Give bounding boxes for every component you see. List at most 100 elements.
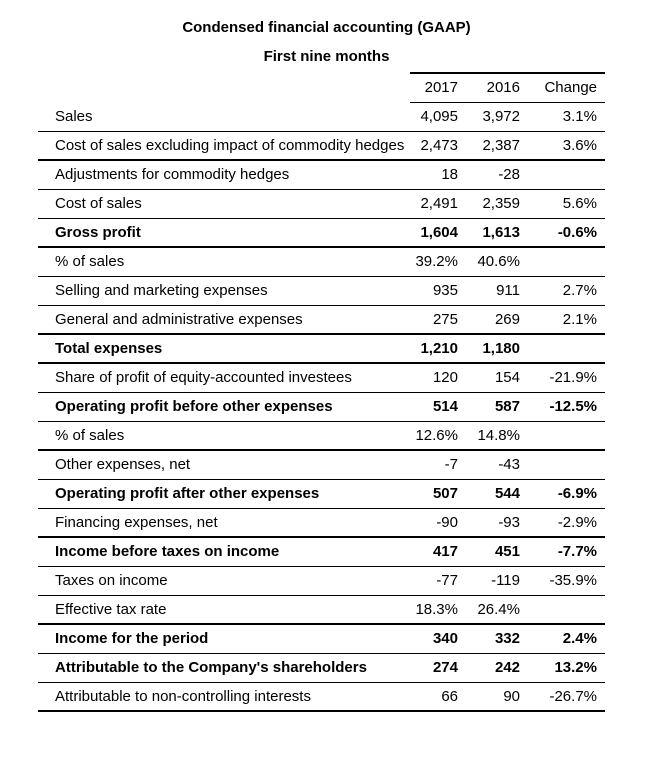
value-2016: 2,359 <box>466 189 528 219</box>
table-body: Sales 4,095 3,972 3.1% Cost of sales excludi… <box>38 102 605 712</box>
value-2016: -119 <box>466 566 528 596</box>
value-2017: -7 <box>410 450 466 480</box>
value-2017: 18 <box>410 160 466 190</box>
value-2016: 1,180 <box>466 334 528 364</box>
row-label: Total expenses <box>38 334 410 364</box>
value-change: -21.9% <box>528 363 605 393</box>
page-subtitle: First nine months <box>263 48 390 65</box>
header-row: 2017 2016 Change <box>38 72 605 103</box>
table-row: Income before taxes on income 417 451 -7.7% <box>38 537 605 567</box>
value-change: -2.9% <box>528 508 605 538</box>
table-row: % of sales 39.2% 40.6% <box>38 247 605 277</box>
financial-table: 2017 2016 Change Sales 4,095 3,972 3.1% Cost… <box>38 72 605 712</box>
value-2016: 154 <box>466 363 528 393</box>
row-label: Share of profit of equity-accounted inve… <box>38 363 410 393</box>
column-header-2017: 2017 <box>410 72 466 103</box>
value-2017: 514 <box>410 392 466 422</box>
row-label: Attributable to non-controlling interest… <box>38 682 410 712</box>
row-label: % of sales <box>38 421 410 451</box>
value-2017: 275 <box>410 305 466 335</box>
value-2017: 2,491 <box>410 189 466 219</box>
value-2016: -28 <box>466 160 528 190</box>
row-label: % of sales <box>38 247 410 277</box>
value-change: 3.1% <box>528 102 605 132</box>
row-label: Selling and marketing expenses <box>38 276 410 306</box>
value-2017: 12.6% <box>410 421 466 451</box>
row-label: Financing expenses, net <box>38 508 410 538</box>
value-2016: 2,387 <box>466 131 528 161</box>
row-label: Income before taxes on income <box>38 537 410 567</box>
value-change: -35.9% <box>528 566 605 596</box>
row-label: Operating profit after other expenses <box>38 479 410 509</box>
value-2017: -90 <box>410 508 466 538</box>
row-label: Cost of sales <box>38 189 410 219</box>
value-change: -26.7% <box>528 682 605 712</box>
value-change: 13.2% <box>528 653 605 683</box>
value-2016: -43 <box>466 450 528 480</box>
table-row: Share of profit of equity-accounted inve… <box>38 363 605 393</box>
row-label: Cost of sales excluding impact of commod… <box>38 131 410 161</box>
header-label-spacer <box>38 73 410 102</box>
table-row: Operating profit before other expenses 51… <box>38 392 605 422</box>
table-row: Effective tax rate 18.3% 26.4% <box>38 595 605 625</box>
table-row: Total expenses 1,210 1,180 <box>38 334 605 364</box>
value-2017: 935 <box>410 276 466 306</box>
value-change: -0.6% <box>528 218 605 248</box>
value-change <box>528 247 605 277</box>
value-2016: 1,613 <box>466 218 528 248</box>
table-row: Selling and marketing expenses 935 911 2.7% <box>38 276 605 306</box>
table-row: % of sales 12.6% 14.8% <box>38 421 605 451</box>
value-change <box>528 334 605 364</box>
table-row: Adjustments for commodity hedges 18 -28 <box>38 160 605 190</box>
value-2016: 269 <box>466 305 528 335</box>
row-label: Income for the period <box>38 624 410 654</box>
column-header-2016: 2016 <box>466 72 528 103</box>
row-label: Attributable to the Company's shareholde… <box>38 653 410 683</box>
row-label: Effective tax rate <box>38 595 410 625</box>
table-row: Financing expenses, net -90 -93 -2.9% <box>38 508 605 538</box>
value-2017: 66 <box>410 682 466 712</box>
value-2017: 340 <box>410 624 466 654</box>
value-2016: 40.6% <box>466 247 528 277</box>
value-2016: 451 <box>466 537 528 567</box>
row-label: Other expenses, net <box>38 450 410 480</box>
table-row: Gross profit 1,604 1,613 -0.6% <box>38 218 605 248</box>
row-label: Taxes on income <box>38 566 410 596</box>
value-change: 5.6% <box>528 189 605 219</box>
value-2016: 332 <box>466 624 528 654</box>
table-row: Attributable to non-controlling interest… <box>38 682 605 712</box>
value-2017: 1,210 <box>410 334 466 364</box>
value-2016: 242 <box>466 653 528 683</box>
table-row: Operating profit after other expenses 507… <box>38 479 605 509</box>
value-change: -6.9% <box>528 479 605 509</box>
value-2017: 507 <box>410 479 466 509</box>
row-label: Operating profit before other expenses <box>38 392 410 422</box>
value-change: 2.1% <box>528 305 605 335</box>
value-2017: 2,473 <box>410 131 466 161</box>
row-label: Gross profit <box>38 218 410 248</box>
value-change: 3.6% <box>528 131 605 161</box>
row-label: Adjustments for commodity hedges <box>38 160 410 190</box>
value-2017: 18.3% <box>410 595 466 625</box>
value-change: -7.7% <box>528 537 605 567</box>
value-change <box>528 595 605 625</box>
table-row: Income for the period 340 332 2.4% <box>38 624 605 654</box>
value-2017: -77 <box>410 566 466 596</box>
value-2016: 90 <box>466 682 528 712</box>
value-2017: 417 <box>410 537 466 567</box>
table-row: Other expenses, net -7 -43 <box>38 450 605 480</box>
value-change: 2.4% <box>528 624 605 654</box>
value-2017: 274 <box>410 653 466 683</box>
value-2016: 3,972 <box>466 102 528 132</box>
row-label: General and administrative expenses <box>38 305 410 335</box>
value-change <box>528 421 605 451</box>
table-row: Attributable to the Company's shareholde… <box>38 653 605 683</box>
table-row: Taxes on income -77 -119 -35.9% <box>38 566 605 596</box>
value-2016: 26.4% <box>466 595 528 625</box>
value-2017: 39.2% <box>410 247 466 277</box>
value-2016: -93 <box>466 508 528 538</box>
table-row: General and administrative expenses 275 26… <box>38 305 605 335</box>
value-2017: 4,095 <box>410 102 466 132</box>
value-change: -12.5% <box>528 392 605 422</box>
column-header-change: Change <box>528 72 605 103</box>
